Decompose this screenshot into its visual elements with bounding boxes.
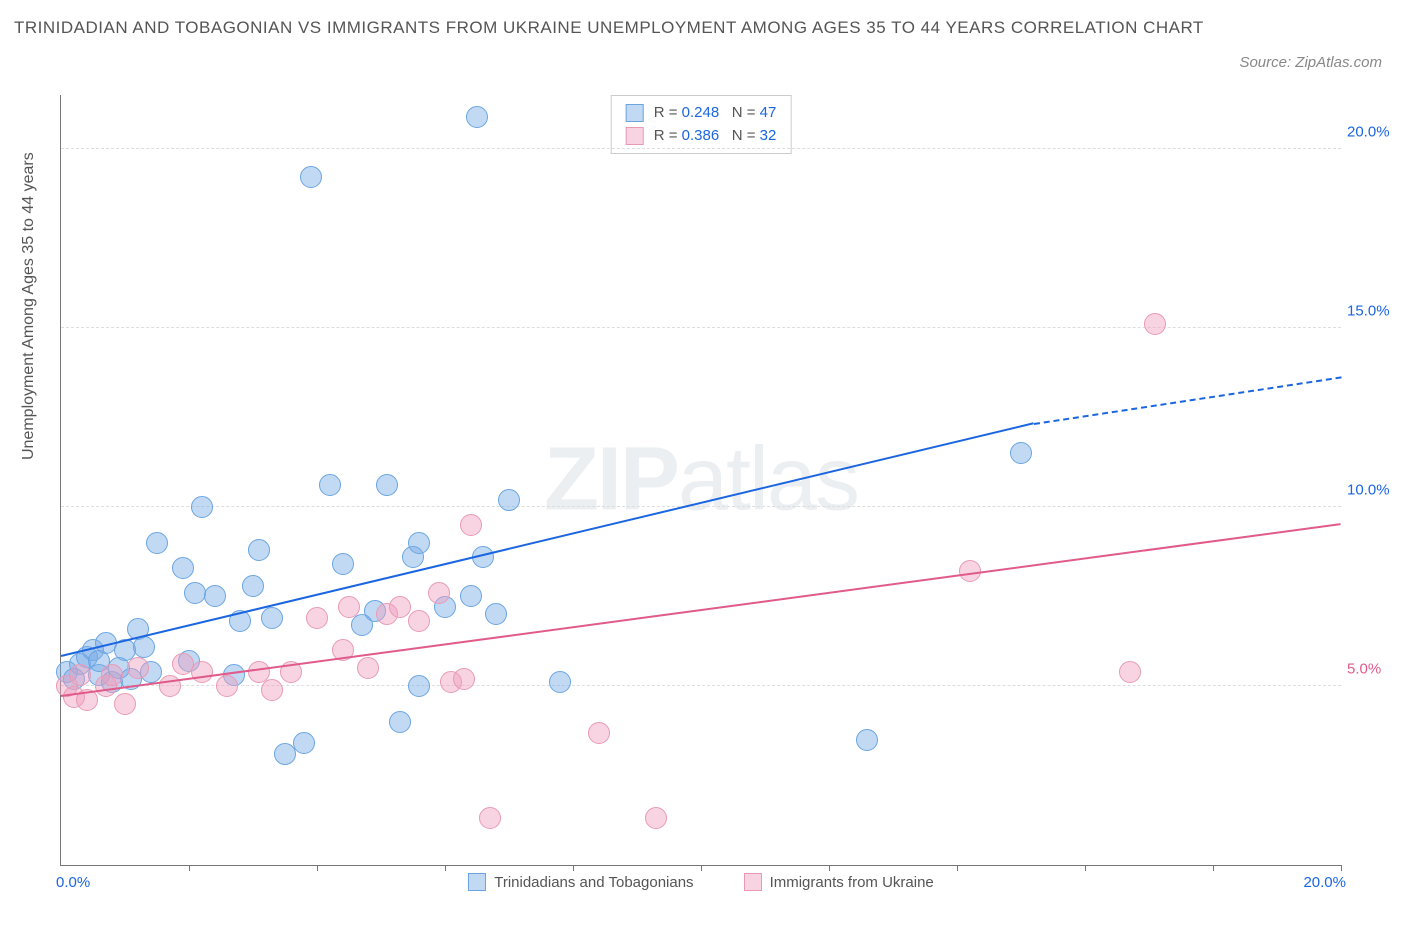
stats-text: R = 0.248 N = 47 — [654, 102, 777, 125]
stats-box: R = 0.248 N = 47R = 0.386 N = 32 — [611, 95, 792, 154]
data-point — [1119, 661, 1141, 683]
legend-swatch — [626, 104, 644, 122]
data-point — [453, 668, 475, 690]
data-point — [498, 489, 520, 511]
data-point — [389, 596, 411, 618]
trend-line — [1034, 376, 1341, 425]
x-tick — [957, 865, 958, 871]
gridline — [61, 685, 1341, 686]
y-axis-label: Unemployment Among Ages 35 to 44 years — [20, 152, 38, 460]
x-tick — [445, 865, 446, 871]
data-point — [408, 610, 430, 632]
legend-swatch — [468, 873, 486, 891]
data-point — [357, 657, 379, 679]
legend-swatch — [626, 127, 644, 145]
data-point — [549, 671, 571, 693]
watermark: ZIPatlas — [544, 429, 858, 532]
data-point — [408, 532, 430, 554]
data-point — [191, 661, 213, 683]
trend-line — [61, 423, 1034, 658]
x-tick — [573, 865, 574, 871]
stats-row: R = 0.386 N = 32 — [626, 125, 777, 148]
data-point — [1144, 313, 1166, 335]
legend-label: Trinidadians and Tobagonians — [494, 874, 693, 891]
data-point — [306, 607, 328, 629]
x-tick — [1085, 865, 1086, 871]
data-point — [428, 582, 450, 604]
data-point — [408, 675, 430, 697]
x-tick — [1213, 865, 1214, 871]
data-point — [261, 607, 283, 629]
y-tick-label: 5.0% — [1347, 660, 1397, 677]
legend-item: Trinidadians and Tobagonians — [468, 873, 693, 891]
data-point — [376, 474, 398, 496]
data-point — [114, 693, 136, 715]
data-point — [588, 722, 610, 744]
data-point — [293, 732, 315, 754]
x-tick — [701, 865, 702, 871]
data-point — [216, 675, 238, 697]
bottom-legend: Trinidadians and Tobagonians Immigrants f… — [61, 873, 1341, 891]
x-tick — [829, 865, 830, 871]
x-tick — [317, 865, 318, 871]
data-point — [338, 596, 360, 618]
data-point — [485, 603, 507, 625]
data-point — [460, 514, 482, 536]
data-point — [645, 807, 667, 829]
x-tick — [1341, 865, 1342, 871]
chart-area: ZIPatlas R = 0.248 N = 47R = 0.386 N = 3… — [60, 95, 1341, 866]
data-point — [127, 657, 149, 679]
data-point — [319, 474, 341, 496]
chart-title: TRINIDADIAN AND TOBAGONIAN VS IMMIGRANTS… — [14, 14, 1392, 41]
y-tick-label: 20.0% — [1347, 123, 1397, 140]
gridline — [61, 148, 1341, 149]
data-point — [172, 557, 194, 579]
data-point — [101, 664, 123, 686]
data-point — [389, 711, 411, 733]
x-label-left: 0.0% — [56, 874, 90, 891]
legend-swatch — [744, 873, 762, 891]
stats-text: R = 0.386 N = 32 — [654, 125, 777, 148]
y-tick-label: 15.0% — [1347, 302, 1397, 319]
data-point — [856, 729, 878, 751]
data-point — [466, 106, 488, 128]
data-point — [69, 664, 91, 686]
data-point — [191, 496, 213, 518]
data-point — [242, 575, 264, 597]
data-point — [300, 166, 322, 188]
data-point — [248, 539, 270, 561]
data-point — [146, 532, 168, 554]
data-point — [204, 585, 226, 607]
data-point — [460, 585, 482, 607]
data-point — [261, 679, 283, 701]
legend-item: Immigrants from Ukraine — [744, 873, 934, 891]
legend-label: Immigrants from Ukraine — [770, 874, 934, 891]
data-point — [332, 553, 354, 575]
x-tick — [189, 865, 190, 871]
gridline — [61, 506, 1341, 507]
data-point — [479, 807, 501, 829]
y-tick-label: 10.0% — [1347, 481, 1397, 498]
x-label-right: 20.0% — [1303, 874, 1346, 891]
data-point — [1010, 442, 1032, 464]
stats-row: R = 0.248 N = 47 — [626, 102, 777, 125]
source-label: Source: ZipAtlas.com — [1239, 54, 1382, 71]
